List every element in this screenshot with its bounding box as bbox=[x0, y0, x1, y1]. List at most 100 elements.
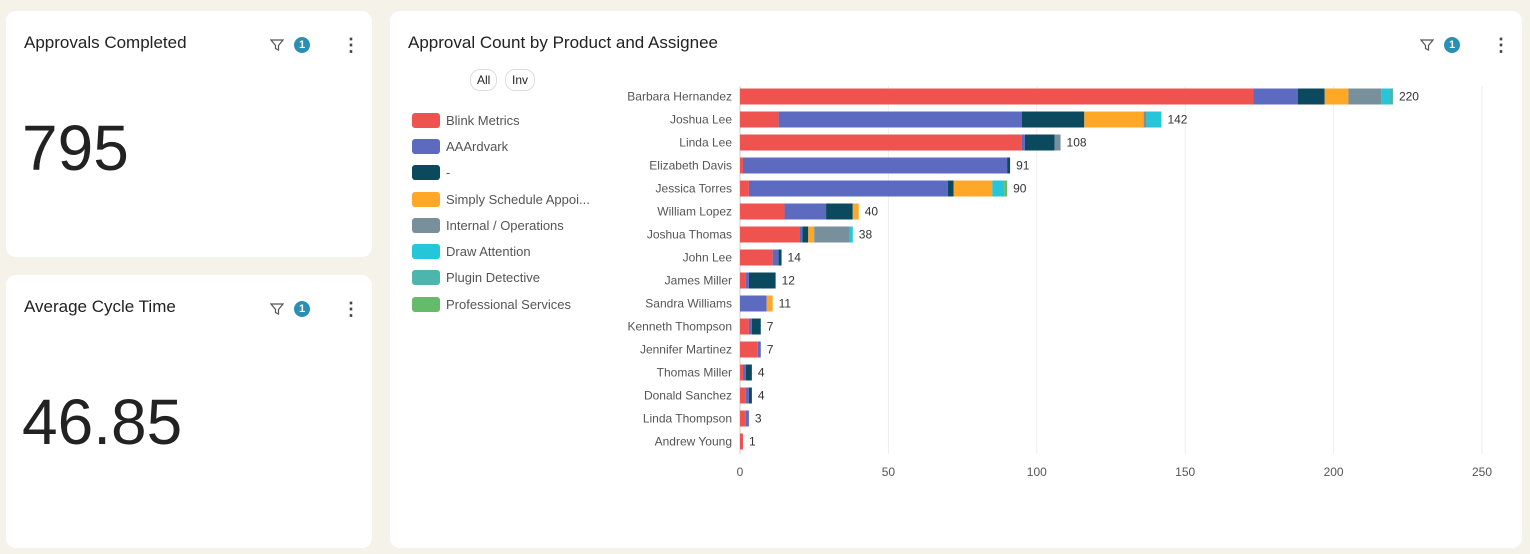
legend-label: Simply Schedule Appoi... bbox=[446, 191, 590, 207]
y-category-label: Elizabeth Davis bbox=[649, 159, 732, 173]
kpi-value: 795 bbox=[22, 112, 129, 184]
bar-total-label: 14 bbox=[788, 251, 802, 265]
bar-segment bbox=[1348, 88, 1382, 105]
bar-segment bbox=[740, 226, 800, 243]
y-category-label: Andrew Young bbox=[655, 435, 732, 449]
approvals-completed-card: Approvals Completed 1 ⋮ 795 bbox=[6, 11, 372, 257]
legend-item[interactable]: Blink Metrics bbox=[412, 107, 590, 133]
bar-segment bbox=[802, 226, 809, 243]
bar-segment bbox=[740, 433, 743, 450]
bar-segment bbox=[799, 226, 803, 243]
legend-swatch bbox=[412, 244, 440, 260]
bar-total-label: 4 bbox=[758, 389, 765, 403]
legend-swatch bbox=[412, 270, 440, 286]
bar-segment bbox=[745, 387, 749, 404]
legend-item[interactable]: Professional Services bbox=[412, 291, 590, 317]
bar-total-label: 7 bbox=[767, 320, 774, 334]
bar-segment bbox=[1084, 111, 1144, 128]
bar-segment bbox=[784, 203, 827, 220]
bar-segment bbox=[849, 226, 853, 243]
y-category-label: Jennifer Martinez bbox=[640, 343, 732, 357]
filter-icon[interactable] bbox=[270, 302, 284, 316]
bar-segment bbox=[1024, 134, 1055, 151]
y-category-label: Joshua Lee bbox=[670, 113, 732, 127]
bar-total-label: 38 bbox=[859, 228, 873, 242]
bar-segment bbox=[742, 364, 746, 381]
card-title: Average Cycle Time bbox=[24, 297, 176, 316]
filter-icon[interactable] bbox=[1420, 38, 1434, 52]
legend-swatch bbox=[412, 296, 440, 312]
filter-icon[interactable] bbox=[270, 38, 284, 52]
bar-total-label: 7 bbox=[767, 343, 774, 357]
x-tick-label: 0 bbox=[737, 465, 744, 479]
legend-item[interactable]: Internal / Operations bbox=[412, 212, 590, 238]
approval-count-chart-card: Approval Count by Product and Assignee 1… bbox=[390, 11, 1522, 548]
bar-segment bbox=[772, 249, 779, 266]
bar-segment bbox=[740, 410, 746, 427]
legend-item[interactable]: - bbox=[412, 160, 590, 186]
bar-total-label: 12 bbox=[782, 274, 796, 288]
bar-segment bbox=[852, 203, 859, 220]
bar-segment bbox=[740, 88, 1254, 105]
more-vertical-icon[interactable]: ⋮ bbox=[1492, 35, 1510, 55]
bar-total-label: 90 bbox=[1013, 182, 1027, 196]
bar-segment bbox=[1021, 111, 1085, 128]
bar-segment bbox=[947, 180, 954, 197]
more-vertical-icon[interactable]: ⋮ bbox=[342, 35, 360, 55]
bar-segment bbox=[1324, 88, 1349, 105]
bar-segment bbox=[745, 410, 749, 427]
bar-segment bbox=[742, 157, 1008, 174]
y-category-label: William Lopez bbox=[657, 205, 732, 219]
kpi-value: 46.85 bbox=[22, 386, 183, 458]
legend-label: AAArdvark bbox=[446, 138, 509, 154]
bar-segment bbox=[1146, 111, 1162, 128]
bar-total-label: 11 bbox=[779, 297, 792, 311]
y-category-label: Donald Sanchez bbox=[644, 389, 732, 403]
bar-segment bbox=[778, 249, 782, 266]
bar-segment bbox=[740, 249, 773, 266]
x-tick-label: 100 bbox=[1027, 465, 1047, 479]
bar-total-label: 108 bbox=[1067, 136, 1087, 150]
legend-invert-button[interactable]: Inv bbox=[505, 69, 536, 91]
bar-total-label: 40 bbox=[865, 205, 879, 219]
bar-total-label: 220 bbox=[1399, 90, 1419, 104]
y-category-label: John Lee bbox=[683, 251, 733, 265]
legend-label: Internal / Operations bbox=[446, 217, 564, 233]
bar-segment bbox=[740, 318, 749, 335]
card-title: Approvals Completed bbox=[24, 33, 187, 52]
bar-segment bbox=[740, 272, 746, 289]
bar-segment bbox=[748, 272, 776, 289]
legend-swatch bbox=[412, 191, 440, 207]
chart-legend: Blink Metrics AAArdvark - Simply Schedule A… bbox=[412, 107, 590, 317]
legend-item[interactable]: AAArdvark bbox=[412, 133, 590, 159]
legend-item[interactable]: Plugin Detective bbox=[412, 265, 590, 291]
legend-all-button[interactable]: All bbox=[470, 69, 498, 91]
bar-segment bbox=[740, 203, 785, 220]
bar-segment bbox=[740, 364, 743, 381]
filter-count-badge: 1 bbox=[294, 37, 310, 53]
y-category-label: Thomas Miller bbox=[657, 366, 732, 380]
bar-segment bbox=[992, 180, 1005, 197]
bar-segment bbox=[808, 226, 815, 243]
x-tick-label: 200 bbox=[1324, 465, 1344, 479]
bar-segment bbox=[745, 272, 749, 289]
bar-total-label: 1 bbox=[749, 435, 756, 449]
y-category-label: Kenneth Thompson bbox=[627, 320, 732, 334]
bar-segment bbox=[748, 318, 752, 335]
legend-swatch bbox=[412, 217, 440, 233]
legend-item[interactable]: Simply Schedule Appoi... bbox=[412, 186, 590, 212]
y-category-label: Joshua Thomas bbox=[647, 228, 732, 242]
bar-total-label: 91 bbox=[1016, 159, 1030, 173]
more-vertical-icon[interactable]: ⋮ bbox=[342, 299, 360, 319]
bar-segment bbox=[740, 111, 779, 128]
bar-segment bbox=[748, 180, 948, 197]
bar-segment bbox=[766, 295, 773, 312]
average-cycle-time-card: Average Cycle Time 1 ⋮ 46.85 bbox=[6, 275, 372, 548]
bar-segment bbox=[1143, 111, 1147, 128]
y-category-label: Sandra Williams bbox=[645, 297, 732, 311]
legend-item[interactable]: Draw Attention bbox=[412, 238, 590, 264]
bar-segment bbox=[740, 157, 743, 174]
bar-segment bbox=[748, 387, 752, 404]
bar-segment bbox=[740, 387, 746, 404]
legend-label: Draw Attention bbox=[446, 244, 531, 260]
